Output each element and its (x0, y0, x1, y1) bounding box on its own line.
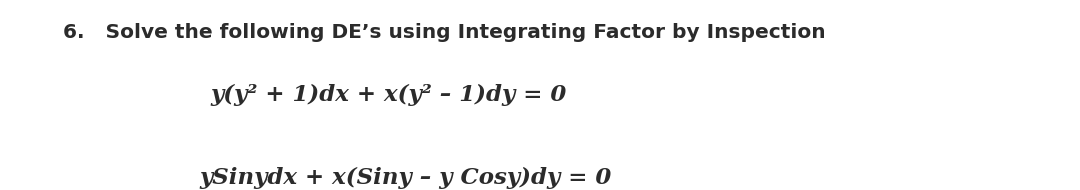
Text: 6.   Solve the following DE’s using Integrating Factor by Inspection: 6. Solve the following DE’s using Integr… (63, 23, 825, 42)
Text: ySinydx + x(Siny – y Cosy)dy = 0: ySinydx + x(Siny – y Cosy)dy = 0 (200, 167, 612, 189)
Text: y(y² + 1)dx + x(y² – 1)dy = 0: y(y² + 1)dx + x(y² – 1)dy = 0 (211, 84, 567, 106)
